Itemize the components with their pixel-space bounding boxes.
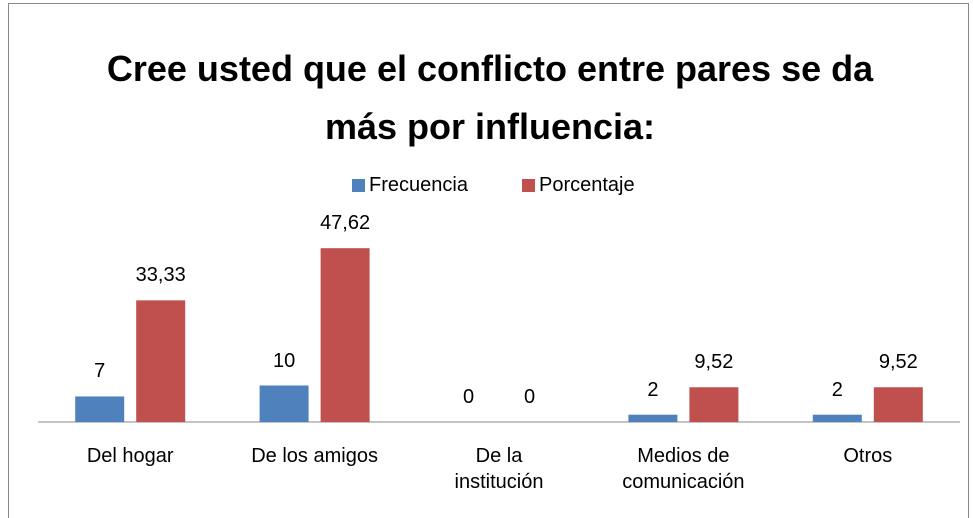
data-label: 2 — [647, 378, 659, 401]
data-label: 0 — [523, 386, 536, 408]
bar — [873, 387, 923, 422]
data-label: 10 — [272, 349, 296, 372]
legend-swatch — [352, 179, 365, 192]
bar — [812, 414, 862, 422]
data-label: 33,33 — [135, 264, 186, 287]
data-label: 7 — [94, 360, 106, 383]
data-label: 47,62 — [320, 212, 371, 235]
data-label: 0 — [462, 386, 475, 408]
x-tick-label: De los amigos — [251, 445, 378, 467]
data-label: 2 — [831, 378, 843, 401]
x-tick-label: Otros — [843, 445, 893, 467]
bar — [136, 300, 186, 422]
legend-label: Frecuencia — [369, 174, 468, 196]
data-label: 9,52 — [694, 351, 734, 374]
x-tick-label: De la institución — [454, 445, 544, 493]
legend-swatch — [522, 179, 535, 192]
data-label: 9,52 — [878, 351, 918, 374]
x-tick-label: Del hogar — [86, 445, 174, 467]
bar — [75, 396, 125, 422]
bar — [259, 385, 309, 422]
legend-label: Porcentaje — [539, 174, 635, 196]
chart-title: Cree usted que el conflicto entre pares … — [106, 48, 874, 147]
bar — [689, 387, 739, 422]
bar — [628, 414, 678, 422]
x-tick-label: Medios de comunicación — [622, 445, 745, 493]
chart-border — [8, 3, 969, 518]
bar — [320, 248, 370, 422]
